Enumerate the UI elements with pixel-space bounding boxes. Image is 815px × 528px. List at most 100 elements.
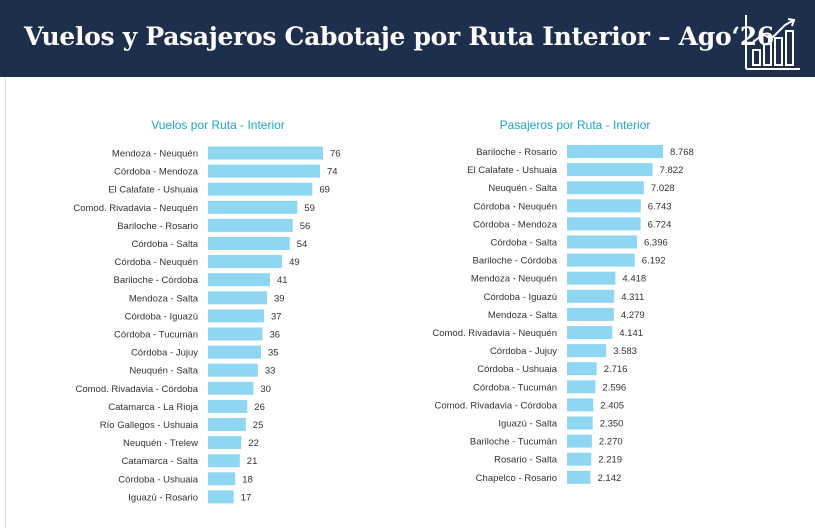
pasajeros-value-label-cordoba-tucuman: 2.596 [602,382,626,393]
vuelos-chart-title: Vuelos por Ruta - Interior [151,118,285,132]
pasajeros-value-label-cordoba-jujuy: 3.583 [613,346,637,357]
vuelos-category-label-iguazu-rosario: Iguazú - Rosario [128,492,198,503]
pasajeros-value-label-cordoba-ushuaia: 2.716 [604,364,628,375]
vuelos-bar-cordoba-tucuman [208,327,263,341]
vuelos-category-label-mendoza-neuquen: Mendoza - Neuquén [112,149,198,160]
vuelos-value-label-cordoba-salta: 54 [297,239,308,250]
vuelos-bar-bariloche-cordoba [208,273,270,287]
pasajeros-value-label-rosario-salta: 2.219 [598,455,622,466]
vuelos-bar-cordoba-mendoza [208,164,320,178]
vuelos-bar-rio-gallegos-ushuaia [208,418,246,431]
vuelos-bar-bariloche-rosario [208,218,293,232]
left-divider [5,77,6,528]
vuelos-value-label-cordoba-ushuaia: 18 [242,474,253,485]
vuelos-value-label-iguazu-rosario: 17 [241,492,252,503]
pasajeros-bar-cordoba-ushuaia [567,362,597,376]
vuelos-value-label-cordoba-neuquen: 49 [289,257,300,268]
pasajeros-value-label-mendoza-neuquen: 4.418 [622,274,646,285]
vuelos-category-label-mendoza-salta: Mendoza - Salta [129,293,199,304]
pasajeros-value-label-cordoba-neuquen: 6.743 [648,201,672,212]
pasajeros-value-label-comod-rivadavia-cordoba: 2.405 [600,400,624,411]
pasajeros-category-label-cordoba-salta: Córdoba - Salta [490,238,557,249]
vuelos-category-label-cordoba-mendoza: Córdoba - Mendoza [114,167,199,178]
pasajeros-bar-mendoza-salta [567,307,614,321]
vuelos-bar-comod-rivadavia-neuquen [208,200,298,214]
pasajeros-bar-iguazu-salta [567,416,593,430]
vuelos-value-label-mendoza-salta: 39 [274,293,285,304]
vuelos-bar-cordoba-neuquen [208,255,283,269]
vuelos-panel: Vuelos por Ruta - Interior Mendoza - Neuq… [0,110,400,515]
vuelos-value-label-cordoba-tucuman: 36 [270,330,281,341]
pasajeros-category-label-comod-rivadavia-neuquen: Comod. Rivadavia - Neuquén [432,328,557,339]
pasajeros-bar-comod-rivadavia-neuquen [567,326,613,339]
vuelos-category-label-cordoba-tucuman: Córdoba - Tucumán [114,330,198,341]
pasajeros-value-label-bariloche-cordoba: 6.192 [642,256,666,267]
pasajeros-bar-cordoba-salta [567,235,637,249]
pasajeros-value-label-cordoba-mendoza: 6.724 [648,219,672,230]
pasajeros-value-label-iguazu-salta: 2.350 [600,419,624,430]
pasajeros-bar-cordoba-iguazu [567,289,615,303]
vuelos-bar-iguazu-rosario [208,490,234,504]
vuelos-category-label-catamarca-la-rioja: Catamarca - La Rioja [108,402,198,413]
page-title: Vuelos y Pasajeros Cabotaje por Ruta Int… [24,22,774,51]
vuelos-category-label-comod-rivadavia-cordoba: Comod. Rivadavia - Córdoba [75,384,198,395]
vuelos-bar-neuquen-trelew [208,436,242,450]
vuelos-value-label-bariloche-cordoba: 41 [277,275,288,286]
vuelos-bar-catamarca-salta [208,454,240,468]
pasajeros-category-label-rosario-salta: Rosario - Salta [494,455,558,466]
vuelos-bar-catamarca-la-rioja [208,399,248,413]
pasajeros-category-label-cordoba-iguazu: Córdoba - Iguazú [484,292,557,303]
pasajeros-bar-rosario-salta [567,452,592,466]
vuelos-category-label-cordoba-salta: Córdoba - Salta [131,239,198,250]
vuelos-bar-cordoba-ushuaia [208,472,236,486]
pasajeros-bar-bariloche-cordoba [567,253,635,267]
pasajeros-category-label-cordoba-tucuman: Córdoba - Tucumán [473,382,557,393]
pasajeros-category-label-cordoba-jujuy: Córdoba - Jujuy [490,346,557,357]
pasajeros-value-label-cordoba-iguazu: 4.311 [621,292,644,303]
pasajeros-category-label-cordoba-ushuaia: Córdoba - Ushuaia [477,364,557,375]
pasajeros-bar-cordoba-mendoza [567,217,641,231]
pasajeros-category-label-bariloche-cordoba: Bariloche - Córdoba [473,256,558,267]
vuelos-bar-mendoza-salta [208,291,267,305]
bar-chart-growth-icon [745,15,800,70]
pasajeros-category-label-comod-rivadavia-cordoba: Comod. Rivadavia - Córdoba [434,400,557,411]
vuelos-value-label-el-calafate-ushuaia: 69 [319,185,330,196]
vuelos-value-label-rio-gallegos-ushuaia: 25 [253,420,264,431]
vuelos-value-label-neuquen-salta: 33 [265,366,276,377]
pasajeros-value-label-comod-rivadavia-neuquen: 4.141 [619,328,643,339]
vuelos-category-label-comod-rivadavia-neuquen: Comod. Rivadavia - Neuquén [73,203,198,214]
pasajeros-category-label-el-calafate-ushuaia: El Calafate - Ushuaia [467,165,557,176]
pasajeros-bar-cordoba-neuquen [567,199,641,213]
vuelos-category-label-rio-gallegos-ushuaia: Río Gallegos - Ushuaia [100,420,199,431]
vuelos-category-label-bariloche-cordoba: Bariloche - Córdoba [114,275,199,286]
pasajeros-category-label-cordoba-neuquen: Córdoba - Neuquén [474,201,557,212]
pasajeros-bar-cordoba-tucuman [567,380,596,394]
pasajeros-value-label-chapelco-rosario: 2.142 [598,473,622,484]
pasajeros-panel: Pasajeros por Ruta - Interior Bariloche -… [400,110,815,515]
vuelos-category-label-cordoba-neuquen: Córdoba - Neuquén [115,257,198,268]
vuelos-bar-mendoza-neuquen [208,146,323,160]
pasajeros-category-label-mendoza-salta: Mendoza - Salta [488,310,558,321]
vuelos-category-label-neuquen-salta: Neuquén - Salta [129,366,198,377]
pasajeros-value-label-neuquen-salta: 7.028 [651,183,675,194]
pasajeros-category-label-bariloche-rosario: Bariloche - Rosario [476,147,557,158]
vuelos-value-label-catamarca-salta: 21 [247,456,258,467]
pasajeros-bar-bariloche-tucuman [567,434,592,448]
vuelos-bar-cordoba-salta [208,237,290,250]
pasajeros-value-label-bariloche-rosario: 8.768 [670,147,694,158]
pasajeros-category-label-chapelco-rosario: Chapelco - Rosario [476,473,557,484]
vuelos-value-label-bariloche-rosario: 56 [300,221,311,232]
vuelos-category-label-catamarca-salta: Catamarca - Salta [121,456,198,467]
pasajeros-category-label-bariloche-tucuman: Bariloche - Tucumán [470,437,557,448]
pasajeros-value-label-cordoba-salta: 6.396 [644,238,668,249]
pasajeros-bar-mendoza-neuquen [567,271,616,285]
vuelos-category-label-cordoba-ushuaia: Córdoba - Ushuaia [118,474,198,485]
vuelos-value-label-neuquen-trelew: 22 [248,438,259,449]
vuelos-bar-comod-rivadavia-cordoba [208,381,254,395]
pasajeros-bar-comod-rivadavia-cordoba [567,398,594,412]
vuelos-value-label-cordoba-iguazu: 37 [271,311,282,322]
pasajeros-chart-title: Pasajeros por Ruta - Interior [500,118,651,132]
vuelos-value-label-cordoba-jujuy: 35 [268,348,279,359]
vuelos-bar-cordoba-iguazu [208,309,264,323]
pasajeros-category-label-iguazu-salta: Iguazú - Salta [498,419,557,430]
